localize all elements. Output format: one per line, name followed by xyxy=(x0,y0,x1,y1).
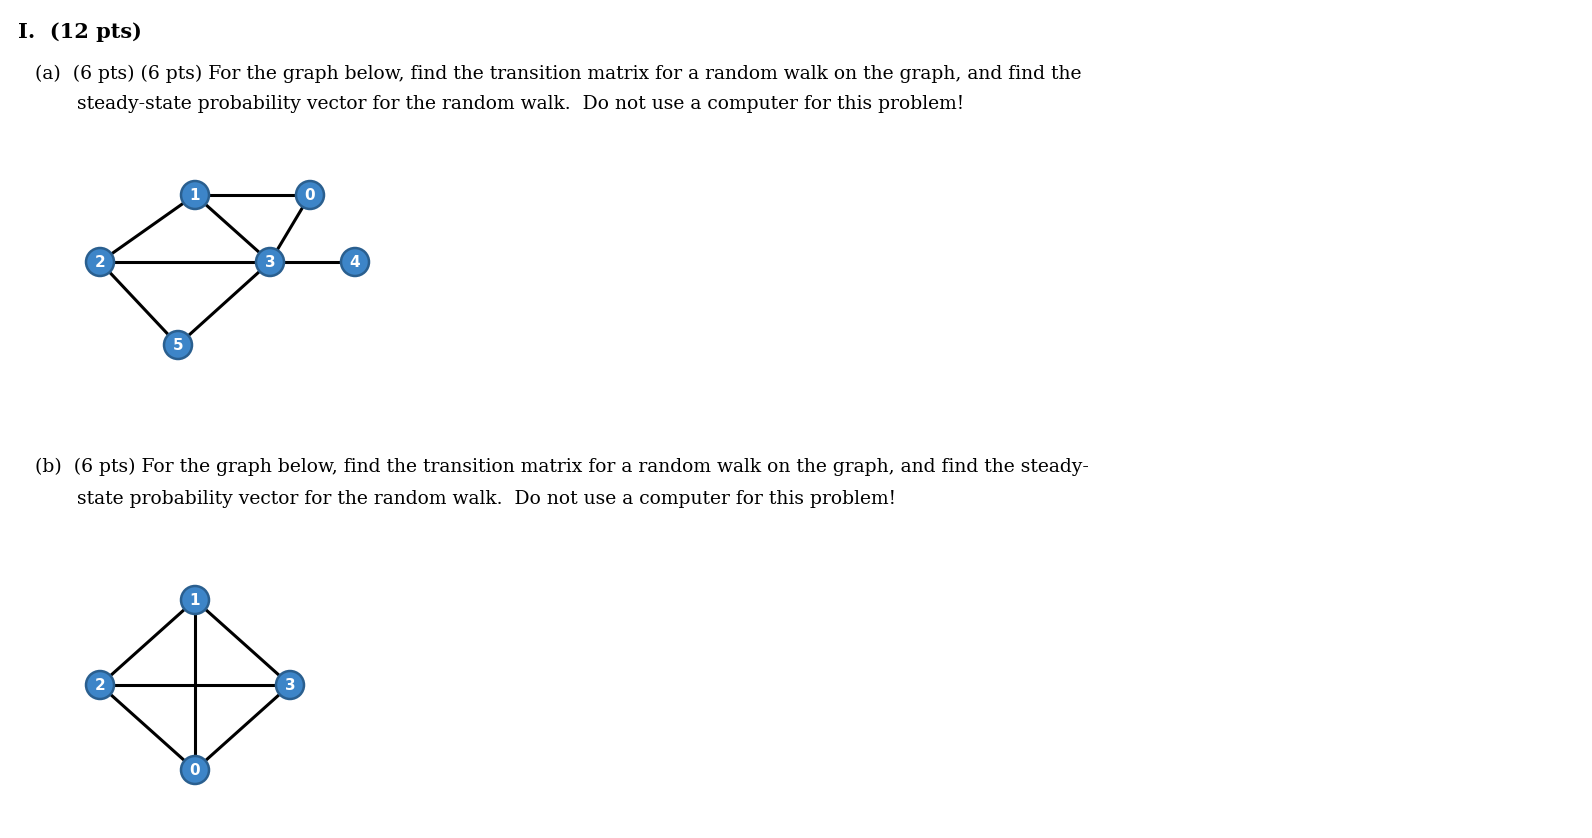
Text: 3: 3 xyxy=(264,255,275,270)
Text: I.  (12 pts): I. (12 pts) xyxy=(18,22,142,42)
Text: (b)  (6 pts) For the graph below, find the transition matrix for a random walk o: (b) (6 pts) For the graph below, find th… xyxy=(35,458,1089,476)
Circle shape xyxy=(275,671,304,699)
Circle shape xyxy=(181,586,209,614)
Text: 3: 3 xyxy=(285,677,295,692)
Circle shape xyxy=(181,181,209,209)
Text: 1: 1 xyxy=(189,592,201,608)
Text: 0: 0 xyxy=(304,188,315,203)
Circle shape xyxy=(181,756,209,784)
Text: 1: 1 xyxy=(189,188,201,203)
Text: (a)  (6 pts) (6 pts) For the graph below, find the transition matrix for a rando: (a) (6 pts) (6 pts) For the graph below,… xyxy=(35,65,1081,83)
Text: 2: 2 xyxy=(94,677,105,692)
Text: 5: 5 xyxy=(172,338,183,353)
Circle shape xyxy=(296,181,325,209)
Text: 4: 4 xyxy=(350,255,360,270)
Text: state probability vector for the random walk.  Do not use a computer for this pr: state probability vector for the random … xyxy=(35,490,896,508)
Circle shape xyxy=(86,671,115,699)
Text: steady-state probability vector for the random walk.  Do not use a computer for : steady-state probability vector for the … xyxy=(35,95,965,113)
Circle shape xyxy=(164,331,193,359)
Circle shape xyxy=(256,248,283,276)
Circle shape xyxy=(86,248,115,276)
Text: 2: 2 xyxy=(94,255,105,270)
Text: 0: 0 xyxy=(189,763,201,778)
Circle shape xyxy=(341,248,369,276)
